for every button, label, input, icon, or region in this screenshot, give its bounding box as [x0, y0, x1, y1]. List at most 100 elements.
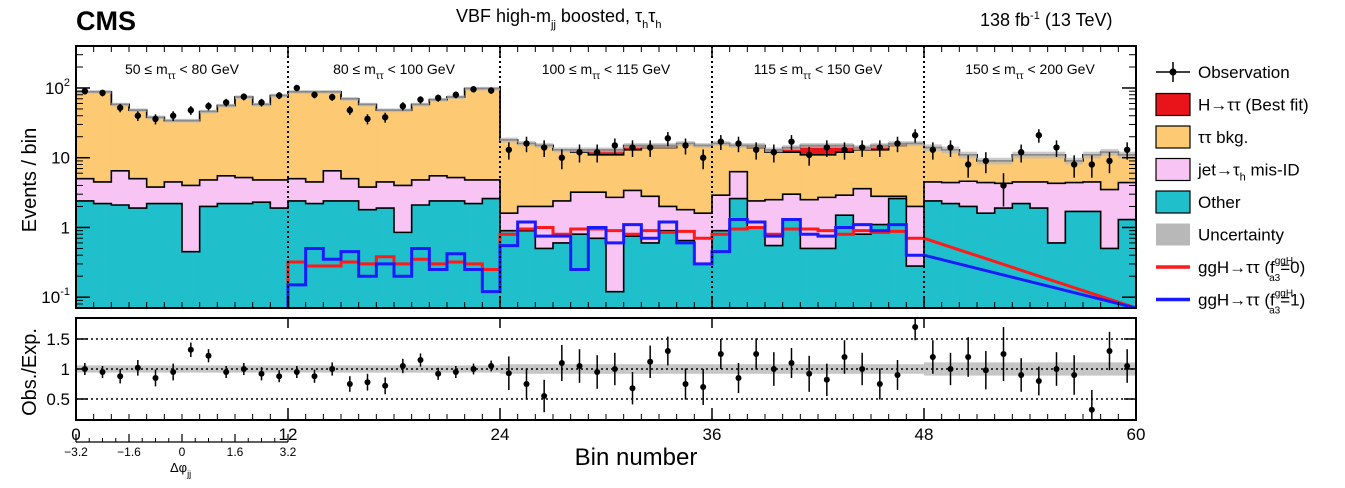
- obs-point: [735, 140, 742, 147]
- ratio-point: [629, 385, 636, 392]
- ratio-point: [258, 370, 265, 377]
- obs-point: [558, 154, 566, 161]
- legend-label-post: =1): [1280, 291, 1305, 310]
- y-tick-base: 1: [61, 218, 70, 237]
- ratio-point: [134, 364, 141, 371]
- region-label-pre: 115 ≤ m: [754, 61, 803, 77]
- x-axis-title: Bin number: [575, 444, 698, 471]
- obs-point: [346, 107, 354, 114]
- obs-point: [258, 99, 265, 106]
- legend-label-text: Uncertainty: [1198, 226, 1284, 245]
- obs-point: [99, 89, 106, 97]
- region-label: 150 ≤ mττ < 200 GeV: [965, 61, 1095, 82]
- ratio-unc: [906, 364, 925, 374]
- other-bar: [394, 232, 413, 308]
- other-bar: [906, 266, 925, 308]
- legend-label: Other: [1198, 193, 1241, 212]
- ratio-unc: [535, 364, 554, 374]
- region-label-post: < 100 GeV: [384, 61, 456, 77]
- ratio-tick-label: 1.5: [46, 330, 70, 349]
- other-bar: [835, 215, 854, 308]
- other-bar: [199, 206, 218, 308]
- ratio-point: [205, 352, 212, 359]
- main-plot: 50 ≤ mττ < 80 GeV 80 ≤ mττ < 100 GeV 100 ≤…: [76, 46, 1136, 308]
- dphi-tick-label: −1.6: [117, 445, 141, 459]
- other-bar: [1047, 242, 1066, 308]
- obs-point: [222, 99, 230, 106]
- ratio-point: [1053, 366, 1060, 372]
- ratio-point: [1071, 372, 1078, 378]
- other-bar: [924, 200, 943, 308]
- ratio-point: [187, 346, 194, 353]
- obs-point: [593, 149, 601, 156]
- region-label: 115 ≤ mττ < 150 GeV: [754, 61, 883, 82]
- ratio-unc: [270, 365, 289, 373]
- obs-point: [364, 115, 371, 123]
- obs-point: [275, 92, 283, 99]
- other-bar: [1118, 219, 1136, 308]
- obs-point: [982, 157, 990, 165]
- ratio-point: [682, 381, 689, 387]
- obs-point: [841, 146, 848, 153]
- obs-point: [452, 91, 460, 98]
- region-label-pre: 150 ≤ m: [965, 61, 1015, 77]
- legend-label-text: ggH→ττ (f: [1198, 291, 1275, 310]
- legend-label-post: =0): [1280, 258, 1305, 277]
- x-tick-label: 60: [1127, 425, 1146, 444]
- other-bar: [535, 248, 554, 308]
- y-tick-label: 10-1: [41, 286, 70, 307]
- obs-point: [505, 146, 513, 153]
- uncertainty-band: [411, 102, 430, 107]
- ratio-point: [912, 324, 919, 330]
- legend-label: jet→τh mis-ID: [1197, 161, 1300, 184]
- x-tick-label: 24: [491, 425, 510, 444]
- other-bar: [146, 203, 165, 308]
- obs-point: [1017, 149, 1025, 156]
- obs-point: [328, 93, 336, 101]
- obs-point: [894, 140, 901, 147]
- uncertainty-band: [376, 108, 394, 113]
- y-tick-label: 1: [61, 218, 70, 237]
- other-bar: [694, 263, 713, 308]
- other-bar: [676, 240, 695, 308]
- legend-label: ggH→ττ (fggH a3=0): [1198, 256, 1305, 284]
- obs-point: [399, 102, 407, 110]
- other-bar: [182, 251, 201, 308]
- ratio-point: [470, 366, 477, 372]
- region-label-post: < 115 GeV: [600, 61, 671, 77]
- legend-fake-swatch: [1155, 157, 1191, 182]
- other-bar: [270, 208, 289, 308]
- uncertainty-band: [341, 97, 359, 101]
- other-bar: [358, 209, 377, 308]
- ratio-point: [753, 351, 760, 357]
- other-bar: [305, 203, 324, 308]
- obs-point: [1088, 161, 1096, 168]
- ratio-point: [541, 393, 548, 399]
- dphi-tick-label: 0: [179, 445, 186, 459]
- ratio-point: [700, 384, 707, 390]
- ratio-point: [576, 363, 583, 369]
- ratio-point: [223, 369, 230, 375]
- y-axis-title: Events / bin: [19, 128, 41, 233]
- obs-point: [576, 149, 583, 156]
- ratio-point: [1000, 351, 1007, 357]
- ratio-point: [276, 373, 283, 380]
- obs-point: [1123, 146, 1131, 153]
- obs-point: [1070, 161, 1078, 168]
- other-bar: [588, 238, 607, 308]
- obs-point: [947, 144, 954, 151]
- obs-point: [611, 142, 619, 149]
- legend-label-sub: a3: [1269, 273, 1281, 284]
- obs-point: [434, 94, 442, 102]
- y-tick-base: 10: [41, 288, 60, 307]
- ratio-point: [965, 354, 972, 360]
- y-tick-base: 10: [51, 149, 70, 168]
- y-tick-label: 102: [45, 77, 70, 98]
- other-bar: [659, 230, 678, 308]
- legend-label-text: jet→τ: [1197, 161, 1240, 180]
- ratio-point: [417, 357, 424, 363]
- ratio-point: [929, 354, 936, 360]
- obs-point: [911, 132, 919, 139]
- legend-label-sub: a3: [1269, 306, 1281, 317]
- ratio-point: [293, 369, 300, 375]
